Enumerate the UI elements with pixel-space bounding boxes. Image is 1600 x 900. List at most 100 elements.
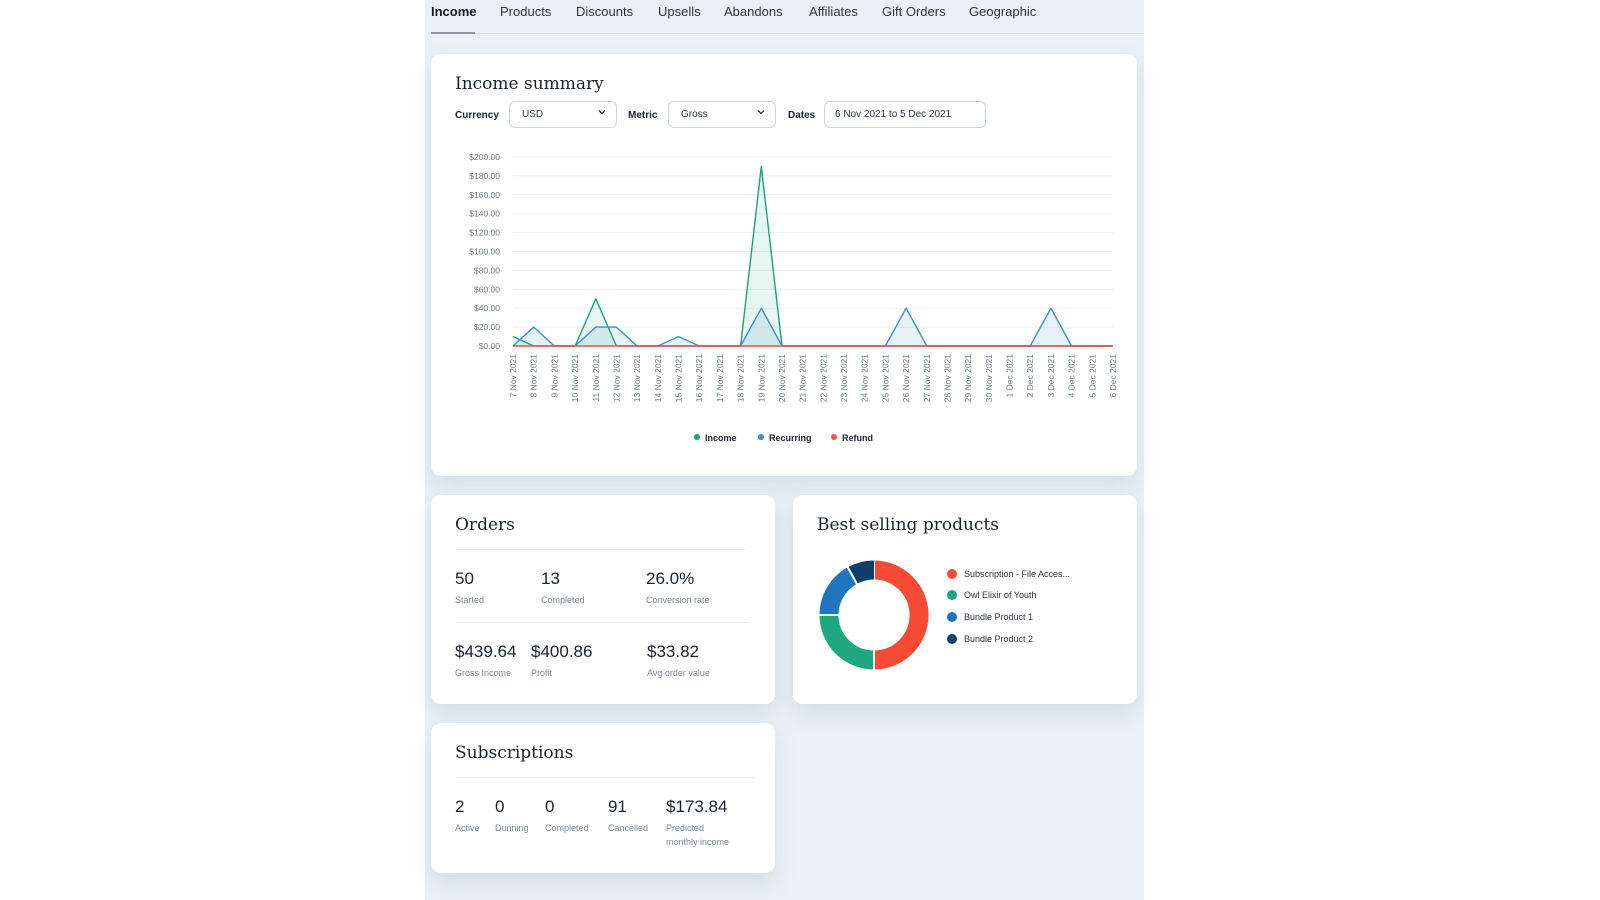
x-tick-label: 10 Nov 2021 [570,354,580,402]
legend-income: Income [694,433,737,443]
active-tab-indicator [431,32,475,34]
x-tick-label: 17 Nov 2021 [715,354,725,402]
report-tabs: Income Products Discounts Upsells Abando… [431,0,1144,34]
predicted-income-label-line2: monthly income [666,837,730,847]
x-tick-label: 8 Nov 2021 [529,354,539,398]
currency-select[interactable]: USD [509,101,617,128]
profit-label: Profit [531,668,553,678]
x-tick-label: 20 Nov 2021 [777,354,787,402]
y-tick-label: $200.00 [469,152,500,162]
x-tick-label: 18 Nov 2021 [736,354,746,402]
tab-upsells[interactable]: Upsells [658,4,701,19]
predicted-income-label-line1: Predicted [666,823,705,833]
tab-affiliates[interactable]: Affiliates [809,4,858,19]
income-chart: $0.00 $20.00 $40.00 $60.00 $80.00 $100.00 $120… [469,152,1118,402]
x-tick-label: 14 Nov 2021 [653,354,663,402]
x-tick-label: 11 Nov 2021 [591,354,601,402]
tab-abandons[interactable]: Abandons [724,4,783,19]
active-subs-value: 2 [455,797,465,816]
x-tick-label: 16 Nov 2021 [694,354,704,402]
y-tick-label: $0.00 [479,341,501,351]
tab-products[interactable]: Products [500,4,552,19]
product-name: Subscription - File Acces... [964,569,1071,579]
recurring-area [513,308,1113,346]
metric-value: Gross [681,109,708,120]
y-tick-label: $40.00 [474,303,500,313]
orders-started-label: Started [455,595,485,605]
x-tick-label: 25 Nov 2021 [880,354,890,402]
completed-subs-value: 0 [545,797,555,816]
cancelled-subs-label: Cancelled [608,823,649,833]
product-dot [947,569,957,579]
y-tick-label: $120.00 [469,228,500,238]
conversion-rate-value: 26.0% [646,569,695,588]
x-tick-label: 27 Nov 2021 [922,354,932,402]
profit-value: $400.86 [531,642,593,661]
product-dot [947,634,957,644]
avg-order-value: $33.82 [647,642,699,661]
subscriptions-card: Subscriptions 2 Active 0 Dunning 0 Compl… [431,723,775,873]
x-tick-label: 29 Nov 2021 [963,354,973,402]
gross-income-value: $439.64 [455,642,517,661]
best-selling-donut [818,559,929,671]
product-name: Bundle Product 1 [964,612,1034,622]
legend-recurring: Recurring [758,433,812,443]
legend-refund-dot [831,434,837,440]
product-name: Owl Elixir of Youth [964,590,1037,600]
currency-value: USD [522,109,544,120]
tab-geographic[interactable]: Geographic [969,4,1037,19]
income-summary-card: Income summary Currency USD Metric Gross… [431,54,1137,476]
x-tick-label: 19 Nov 2021 [756,354,766,402]
best-selling-card: Best selling products Subscription - Fil… [793,495,1137,704]
x-tick-label: 24 Nov 2021 [860,354,870,402]
x-tick-label: 28 Nov 2021 [942,354,952,402]
tab-discounts[interactable]: Discounts [576,4,634,19]
x-tick-label: 23 Nov 2021 [839,354,849,402]
cancelled-subs-value: 91 [608,797,627,816]
tab-income[interactable]: Income [431,4,477,19]
active-subs-label: Active [455,823,480,833]
y-tick-label: $60.00 [474,284,500,294]
metric-label: Metric [628,110,658,121]
x-tick-label: 22 Nov 2021 [818,354,828,402]
donut-slice-2 [819,614,875,670]
legend-refund: Refund [831,433,873,443]
product-dot [947,590,957,600]
legend-refund-label: Refund [842,433,873,443]
orders-completed-value: 13 [541,569,560,588]
product-legend-item: Owl Elixir of Youth [947,590,1037,600]
y-tick-label: $140.00 [469,209,500,219]
orders-completed-label: Completed [541,595,585,605]
donut-separator [846,565,859,586]
avg-order-label: Avg order value [647,668,710,678]
x-tick-label: 3 Dec 2021 [1046,354,1056,398]
x-tick-label: 7 Nov 2021 [508,354,518,398]
gross-income-label: Gross Income [455,668,512,678]
orders-card: Orders 50 Started 13 Completed 26.0% Con… [431,495,775,704]
orders-title: Orders [455,515,515,535]
y-tick-label: $160.00 [469,190,500,200]
x-tick-label: 26 Nov 2021 [901,354,911,402]
product-dot [947,612,957,622]
legend-recurring-label: Recurring [769,433,812,443]
predicted-income-value: $173.84 [666,797,728,816]
product-legend-item: Bundle Product 2 [947,634,1033,644]
subscriptions-title: Subscriptions [455,743,574,763]
orders-started-value: 50 [455,569,474,588]
product-legend-item: Subscription - File Acces... [947,569,1070,579]
x-tick-label: 13 Nov 2021 [632,354,642,402]
x-tick-label: 2 Dec 2021 [1025,354,1035,398]
tab-gift-orders[interactable]: Gift Orders [882,4,946,19]
income-summary-title: Income summary [455,74,604,94]
dates-label: Dates [788,110,816,121]
x-tick-label: 5 Dec 2021 [1087,354,1097,398]
x-tick-label: 30 Nov 2021 [984,354,994,402]
date-range-value: 6 Nov 2021 to 5 Dec 2021 [835,109,952,120]
x-tick-label: 15 Nov 2021 [674,354,684,402]
metric-select[interactable]: Gross [668,101,776,128]
legend-income-dot [694,434,700,440]
divider [455,549,749,550]
divider [455,622,749,623]
date-range-picker[interactable]: 6 Nov 2021 to 5 Dec 2021 [824,101,986,128]
best-selling-title: Best selling products [817,515,999,535]
